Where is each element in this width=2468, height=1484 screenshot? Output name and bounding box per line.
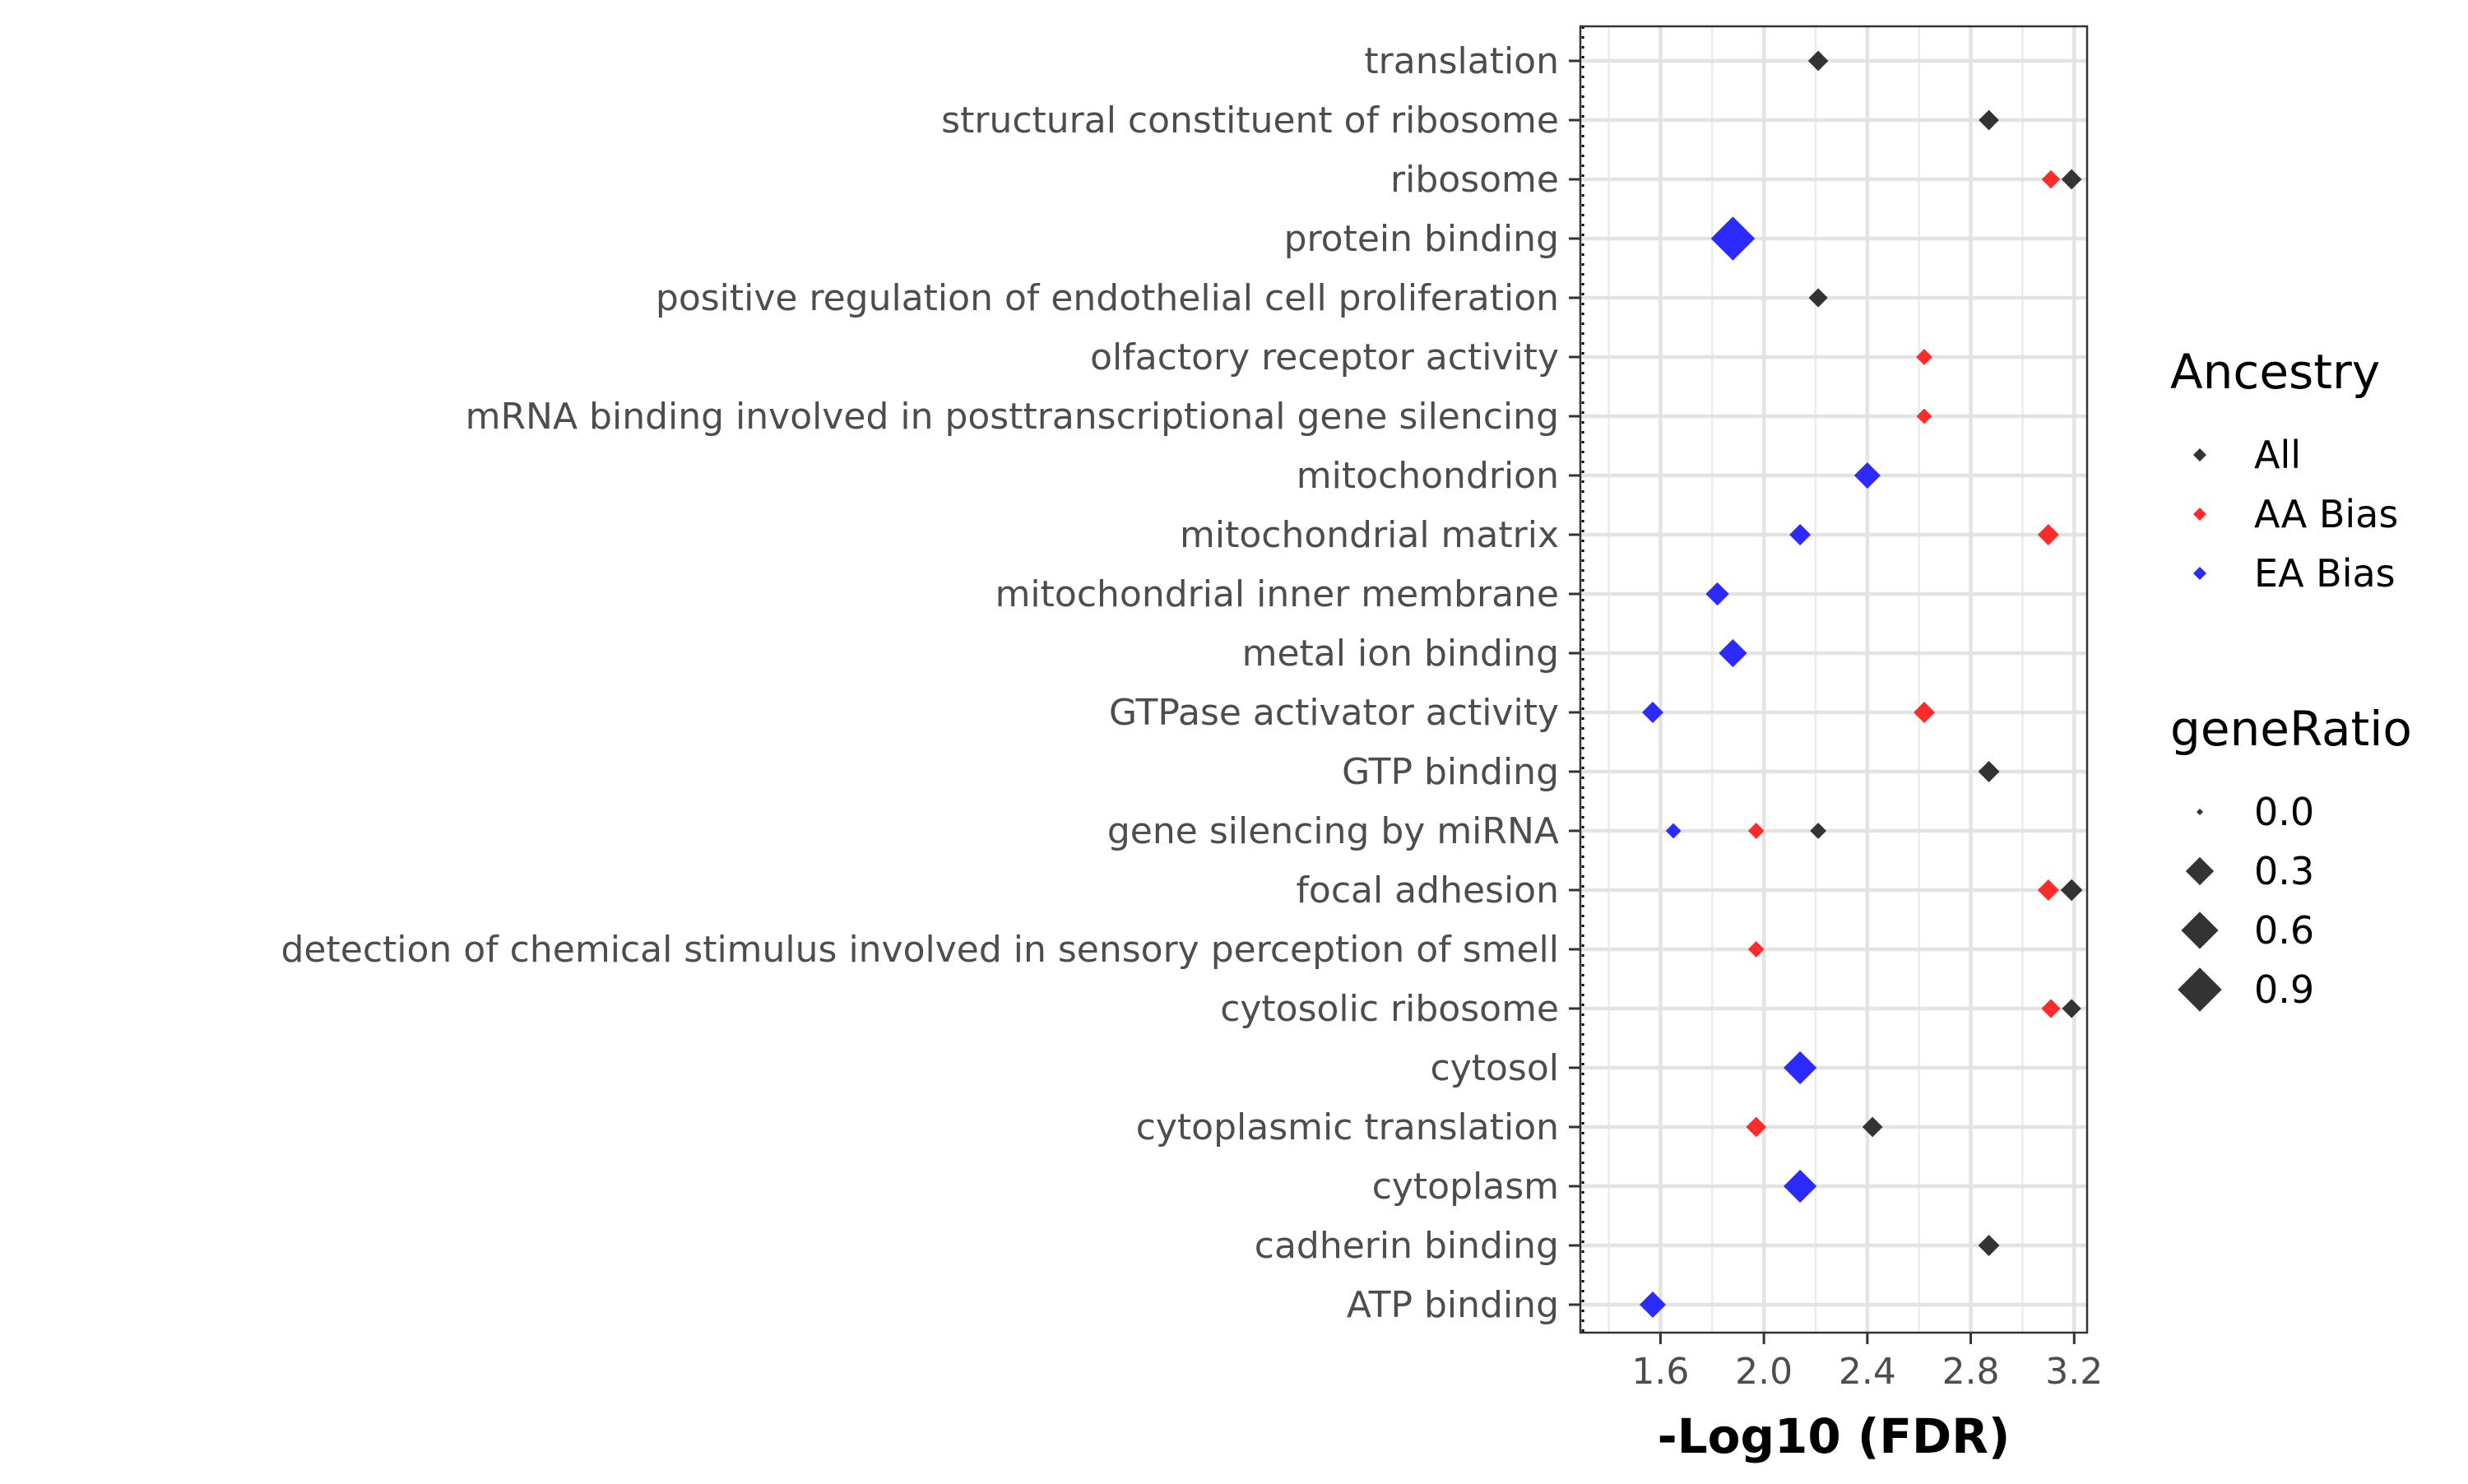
y-tick-label: cytosolic ribosome [1220, 988, 1559, 1030]
data-point [1719, 638, 1747, 668]
y-tick-label: GTPase activator activity [1109, 692, 1559, 734]
y-tick-label: cytoplasm [1372, 1166, 1559, 1208]
y-tick-label: protein binding [1284, 218, 1559, 260]
plot-border [1579, 25, 2089, 1334]
legend-size-key [2181, 911, 2219, 949]
data-point [1642, 702, 1663, 723]
y-tick-label: ribosome [1390, 159, 1559, 201]
x-tick-label: 1.6 [1631, 1351, 1689, 1393]
data-point [1862, 1116, 1883, 1138]
data-point [1665, 823, 1682, 839]
y-tick-label: mitochondrial matrix [1180, 514, 1559, 556]
legend-label: 0.0 [2254, 790, 2314, 834]
data-point [1710, 216, 1756, 261]
y-tick-label: cadherin binding [1255, 1225, 1559, 1267]
x-tick-label: 2.4 [1839, 1351, 1896, 1393]
legend-size-title: geneRatio [2170, 701, 2412, 757]
grid-lines [1580, 26, 2087, 1333]
legend-size-key [2185, 856, 2215, 886]
data-point [1705, 582, 1729, 606]
data-point [1747, 823, 1765, 839]
y-tick-label: cytoplasmic translation [1136, 1106, 1559, 1148]
x-tick-label: 2.0 [1735, 1351, 1793, 1393]
y-tick-label: detection of chemical stimulus involved … [281, 929, 1560, 971]
data-point [2041, 999, 2061, 1018]
data-point [1807, 50, 1829, 72]
data-point [2041, 169, 2061, 189]
data-point [1747, 941, 1765, 958]
legend-label: 0.6 [2254, 908, 2314, 953]
legend-label: 0.9 [2254, 967, 2314, 1012]
y-tick-label: focal adhesion [1296, 870, 1559, 911]
y-axis: translation structural constituent of rib… [281, 40, 1580, 1326]
x-tick-label: 3.2 [2045, 1351, 2103, 1393]
x-axis-label: -Log10 (FDR) [1658, 1408, 2011, 1464]
legend-color-title: Ancestry [2170, 344, 2380, 400]
legend-key [2193, 448, 2206, 461]
y-tick-label: mitochondrial inner membrane [995, 573, 1559, 615]
legend-size-key [2197, 809, 2203, 815]
data-point [1784, 1050, 1817, 1085]
data-point [2037, 879, 2059, 901]
data-point [2037, 524, 2059, 545]
legend-key [2193, 567, 2206, 580]
y-tick-label: mitochondrion [1297, 455, 1559, 497]
data-point [1979, 109, 1999, 131]
data-point [1640, 1292, 1666, 1318]
y-tick-label: olfactory receptor activity [1090, 336, 1559, 378]
legend-label: All [2254, 433, 2301, 477]
x-tick-label: 2.8 [1942, 1351, 2000, 1393]
y-tick-label: structural constituent of ribosome [941, 100, 1559, 141]
legend-label: AA Bias [2254, 492, 2398, 536]
data-point [1853, 462, 1881, 489]
data-point [1978, 1235, 2000, 1256]
data-point [1810, 823, 1827, 839]
data-point [1746, 1116, 1767, 1138]
data-point [1784, 1169, 1817, 1203]
legend: Ancestry All AA Bias EA Bias geneRatio 0.0 0.3… [2170, 344, 2412, 1012]
y-tick-label: metal ion binding [1242, 633, 1559, 675]
y-tick-label: positive regulation of endothelial cell … [656, 277, 1559, 319]
data-point [1916, 349, 1932, 365]
legend-size-key [2178, 967, 2222, 1012]
legend-key [2193, 508, 2206, 521]
y-tick-label: cytosol [1431, 1047, 1559, 1089]
data-point [1808, 288, 1828, 308]
y-tick-label: gene silencing by miRNA [1107, 810, 1559, 852]
legend-label: 0.3 [2254, 849, 2314, 893]
plot-panel [1580, 26, 2087, 1333]
legend-label: EA Bias [2254, 551, 2396, 596]
y-tick-label: translation [1364, 40, 1559, 82]
y-tick-label: ATP binding [1347, 1284, 1559, 1326]
data-point [2061, 169, 2082, 190]
data-point [1978, 761, 2000, 782]
y-tick-label: GTP binding [1342, 751, 1559, 793]
data-point [2060, 879, 2083, 902]
data-points [1640, 50, 2083, 1318]
data-point [1789, 524, 1812, 545]
data-point [1916, 408, 1932, 424]
data-point [1914, 702, 1935, 723]
x-axis: 1.6 2.0 2.4 2.8 3.2 [1631, 1333, 2103, 1393]
data-point [2062, 999, 2081, 1018]
y-tick-label: mRNA binding involved in posttranscripti… [466, 396, 1559, 438]
